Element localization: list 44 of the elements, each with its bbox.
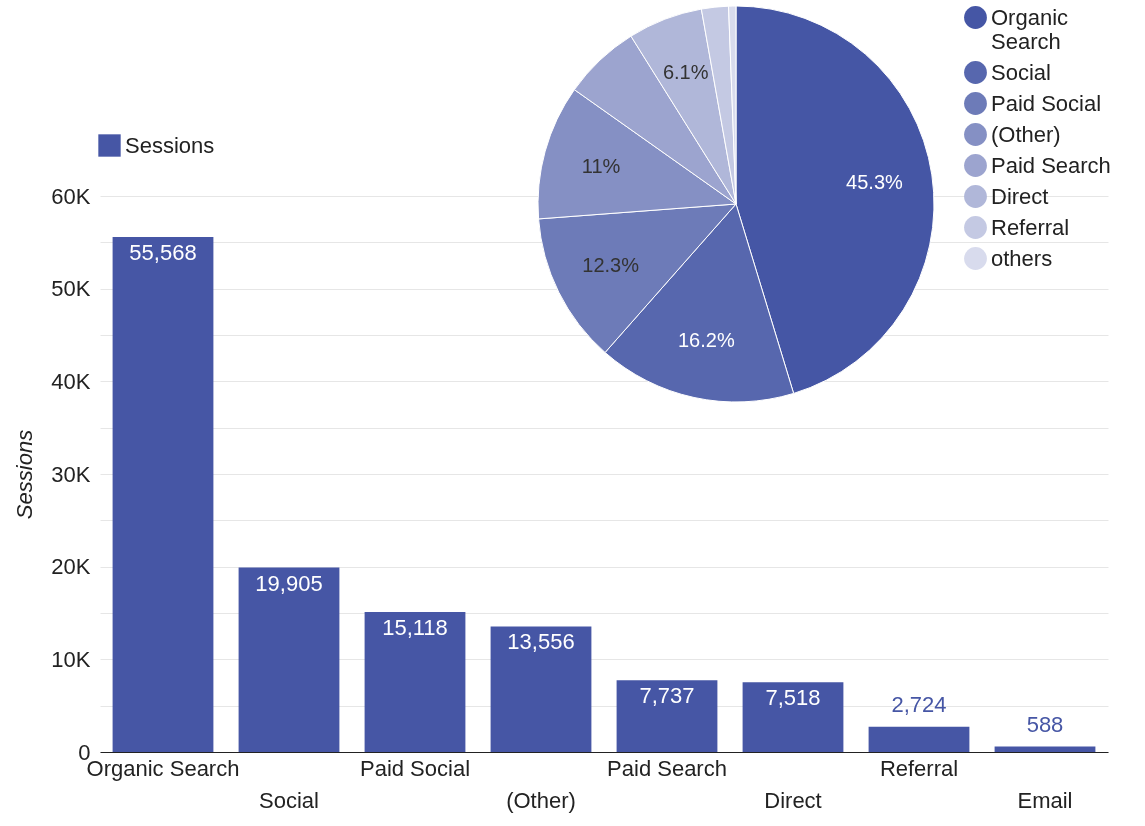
x-tick-label: Paid Search bbox=[607, 755, 727, 781]
data-label: 45.3% bbox=[846, 171, 904, 194]
data-label: 16.2% bbox=[677, 328, 735, 351]
bar bbox=[238, 567, 340, 752]
y-tick-label: 30K bbox=[51, 461, 91, 487]
y-tick-label: 10K bbox=[51, 646, 91, 672]
x-tick-label: Paid Social bbox=[359, 755, 471, 781]
legend-label: Sessions bbox=[125, 132, 215, 158]
data-label: 2,724 bbox=[891, 691, 947, 717]
legend-label: Organic Search bbox=[991, 4, 1069, 54]
x-tick-label: Email bbox=[1017, 787, 1073, 813]
bar bbox=[112, 237, 214, 752]
data-label: 15,118 bbox=[382, 614, 448, 640]
legend-label: Direct bbox=[991, 183, 1049, 209]
data-label: 13,556 bbox=[507, 629, 575, 655]
legend-label: (Other) bbox=[991, 121, 1061, 147]
data-label: 12.3% bbox=[582, 254, 640, 277]
data-label: 11% bbox=[581, 154, 621, 177]
y-tick-label: 20K bbox=[51, 554, 91, 580]
data-label: 55,568 bbox=[129, 240, 197, 266]
bar bbox=[868, 726, 970, 752]
legend-label: Referral bbox=[991, 214, 1070, 240]
data-label: 7,737 bbox=[639, 683, 695, 709]
bar bbox=[364, 611, 466, 752]
bar bbox=[616, 680, 718, 752]
bar bbox=[490, 626, 592, 752]
legend-label: Social bbox=[991, 59, 1051, 85]
data-label: 6.1% bbox=[662, 61, 709, 84]
legend-label: others bbox=[991, 245, 1053, 271]
legend-label: Paid Social bbox=[991, 90, 1102, 116]
data-label: 588 bbox=[1026, 711, 1064, 737]
bar bbox=[742, 682, 844, 752]
y-tick-label: 60K bbox=[51, 183, 91, 209]
x-tick-label: (Other) bbox=[506, 787, 576, 813]
y-axis-title: Sessions bbox=[12, 429, 38, 520]
data-label: 19,905 bbox=[255, 570, 323, 596]
y-tick-label: 50K bbox=[51, 276, 91, 302]
x-tick-label: Referral bbox=[879, 755, 959, 781]
x-tick-label: Direct bbox=[764, 787, 822, 813]
y-tick-label: 40K bbox=[51, 368, 91, 394]
legend-label: Paid Search bbox=[991, 152, 1111, 178]
x-tick-label: Social bbox=[259, 787, 319, 813]
data-label: 7,518 bbox=[765, 685, 821, 711]
bar bbox=[994, 746, 1096, 752]
